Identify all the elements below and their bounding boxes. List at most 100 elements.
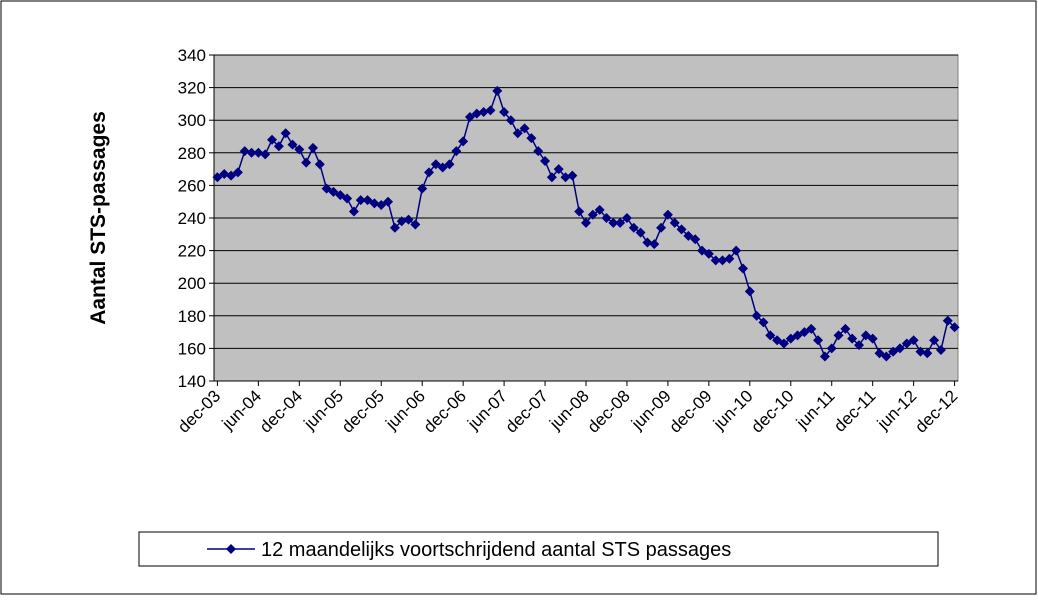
- marker: [499, 107, 510, 118]
- marker: [335, 190, 346, 201]
- marker: [287, 139, 298, 150]
- marker: [649, 239, 660, 250]
- marker: [369, 198, 380, 209]
- y-tick-label: 180: [178, 307, 206, 326]
- y-tick-label: 340: [178, 46, 206, 65]
- marker: [464, 111, 475, 122]
- marker: [348, 206, 359, 217]
- marker: [840, 323, 851, 334]
- marker: [669, 217, 680, 228]
- marker: [888, 346, 899, 357]
- y-tick-label: 240: [178, 209, 206, 228]
- marker: [492, 85, 503, 96]
- legend: [138, 531, 939, 567]
- marker: [860, 330, 871, 341]
- marker: [471, 108, 482, 119]
- marker: [567, 170, 578, 181]
- marker: [799, 327, 810, 338]
- marker: [751, 310, 762, 321]
- y-tick-label: 280: [178, 144, 206, 163]
- marker: [389, 222, 400, 233]
- marker: [635, 227, 646, 238]
- marker: [676, 224, 687, 235]
- marker: [478, 107, 489, 118]
- marker: [833, 330, 844, 341]
- marker: [444, 159, 455, 170]
- marker: [922, 348, 933, 359]
- legend-label: 12 maandelijks voortschrijdend aantal ST…: [261, 539, 731, 561]
- marker: [656, 222, 667, 233]
- marker: [929, 335, 940, 346]
- marker: [881, 351, 892, 362]
- marker: [485, 105, 496, 116]
- marker: [621, 213, 632, 223]
- marker: [260, 149, 271, 160]
- marker: [608, 217, 619, 228]
- marker: [519, 123, 530, 134]
- marker: [239, 146, 250, 157]
- marker: [908, 335, 919, 346]
- marker: [280, 128, 291, 139]
- marker: [737, 263, 748, 274]
- marker: [294, 144, 305, 155]
- marker: [212, 172, 223, 183]
- marker: [458, 136, 469, 147]
- marker: [710, 255, 721, 266]
- y-tick-label: 260: [178, 176, 206, 195]
- marker: [894, 343, 905, 354]
- marker: [601, 213, 612, 223]
- marker: [615, 217, 626, 228]
- marker: [806, 323, 817, 334]
- marker: [321, 183, 332, 194]
- marker: [342, 193, 353, 204]
- marker: [935, 345, 946, 356]
- marker: [772, 335, 783, 346]
- y-tick-label: 140: [178, 372, 206, 391]
- marker: [301, 157, 312, 168]
- y-tick-label: 300: [178, 111, 206, 130]
- marker: [778, 338, 789, 349]
- marker: [854, 340, 865, 351]
- y-tick-label: 320: [178, 79, 206, 98]
- marker: [813, 335, 824, 346]
- marker: [403, 214, 414, 225]
- marker: [417, 183, 428, 194]
- y-tick-label: 200: [178, 274, 206, 293]
- marker: [574, 206, 585, 217]
- marker: [232, 167, 243, 178]
- marker: [273, 141, 284, 152]
- marker: [744, 286, 755, 297]
- marker: [376, 199, 387, 210]
- marker: [819, 351, 830, 362]
- marker: [410, 219, 421, 230]
- marker: [526, 133, 537, 144]
- marker: [383, 196, 394, 207]
- y-tick-label: 160: [178, 339, 206, 358]
- marker: [437, 162, 448, 173]
- marker: [826, 343, 837, 354]
- marker: [724, 253, 735, 264]
- marker: [219, 168, 230, 179]
- marker: [901, 338, 912, 349]
- y-tick-label: 220: [178, 242, 206, 261]
- marker: [505, 115, 516, 126]
- marker: [717, 255, 728, 266]
- marker: [307, 142, 318, 153]
- marker: [253, 147, 264, 158]
- marker: [690, 234, 701, 245]
- marker: [697, 245, 708, 256]
- marker: [731, 245, 742, 256]
- marker: [874, 348, 885, 359]
- marker: [628, 222, 639, 233]
- marker: [355, 195, 366, 206]
- marker: [314, 159, 325, 170]
- marker: [758, 317, 769, 328]
- marker: [546, 172, 557, 183]
- marker: [362, 195, 373, 206]
- marker: [424, 167, 435, 178]
- legend-marker: [226, 544, 236, 554]
- marker: [246, 147, 257, 158]
- marker: [581, 217, 591, 228]
- marker: [560, 172, 571, 183]
